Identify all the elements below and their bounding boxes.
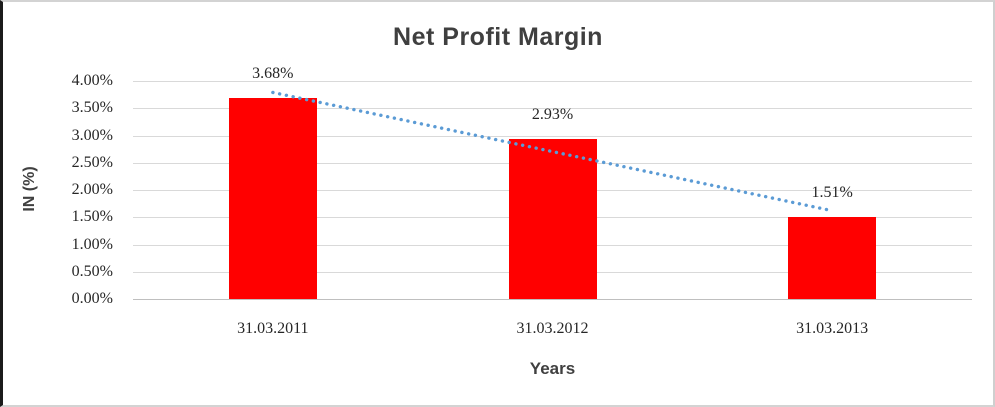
chart-title: Net Profit Margin	[393, 23, 603, 51]
plot-area: 3.68% 2.93% 1.51%	[133, 65, 972, 300]
x-axis-title: Years	[529, 359, 576, 378]
data-label: 1.51%	[811, 183, 853, 201]
y-tick-label: 2.50%	[71, 153, 113, 171]
gridline	[133, 135, 972, 137]
x-tick-label: 31.03.2013	[796, 320, 869, 337]
x-tick-label: 31.03.2011	[237, 320, 309, 337]
trendline	[271, 90, 834, 213]
x-axis-line	[133, 299, 972, 300]
gridline	[133, 108, 972, 110]
y-tick-label: 1.00%	[71, 235, 113, 253]
y-tick-label: 1.50%	[71, 208, 113, 226]
y-tick-label: 2.00%	[71, 181, 113, 198]
y-tick-label: 3.00%	[71, 126, 113, 144]
bar-31.03.2011	[228, 98, 317, 299]
bar-31.03.2013	[788, 216, 877, 299]
data-label: 2.93%	[531, 106, 574, 124]
y-tick-label: 0.50%	[71, 262, 113, 280]
y-tick-label: 0.00%	[71, 290, 113, 307]
data-label: 3.68%	[252, 65, 294, 83]
y-tick-label: 4.00%	[71, 72, 113, 89]
gridline	[133, 81, 972, 82]
bar-31.03.2012	[508, 139, 597, 299]
y-tick-label: 3.50%	[71, 99, 113, 117]
x-tick-label: 31.03.2012	[516, 320, 589, 337]
